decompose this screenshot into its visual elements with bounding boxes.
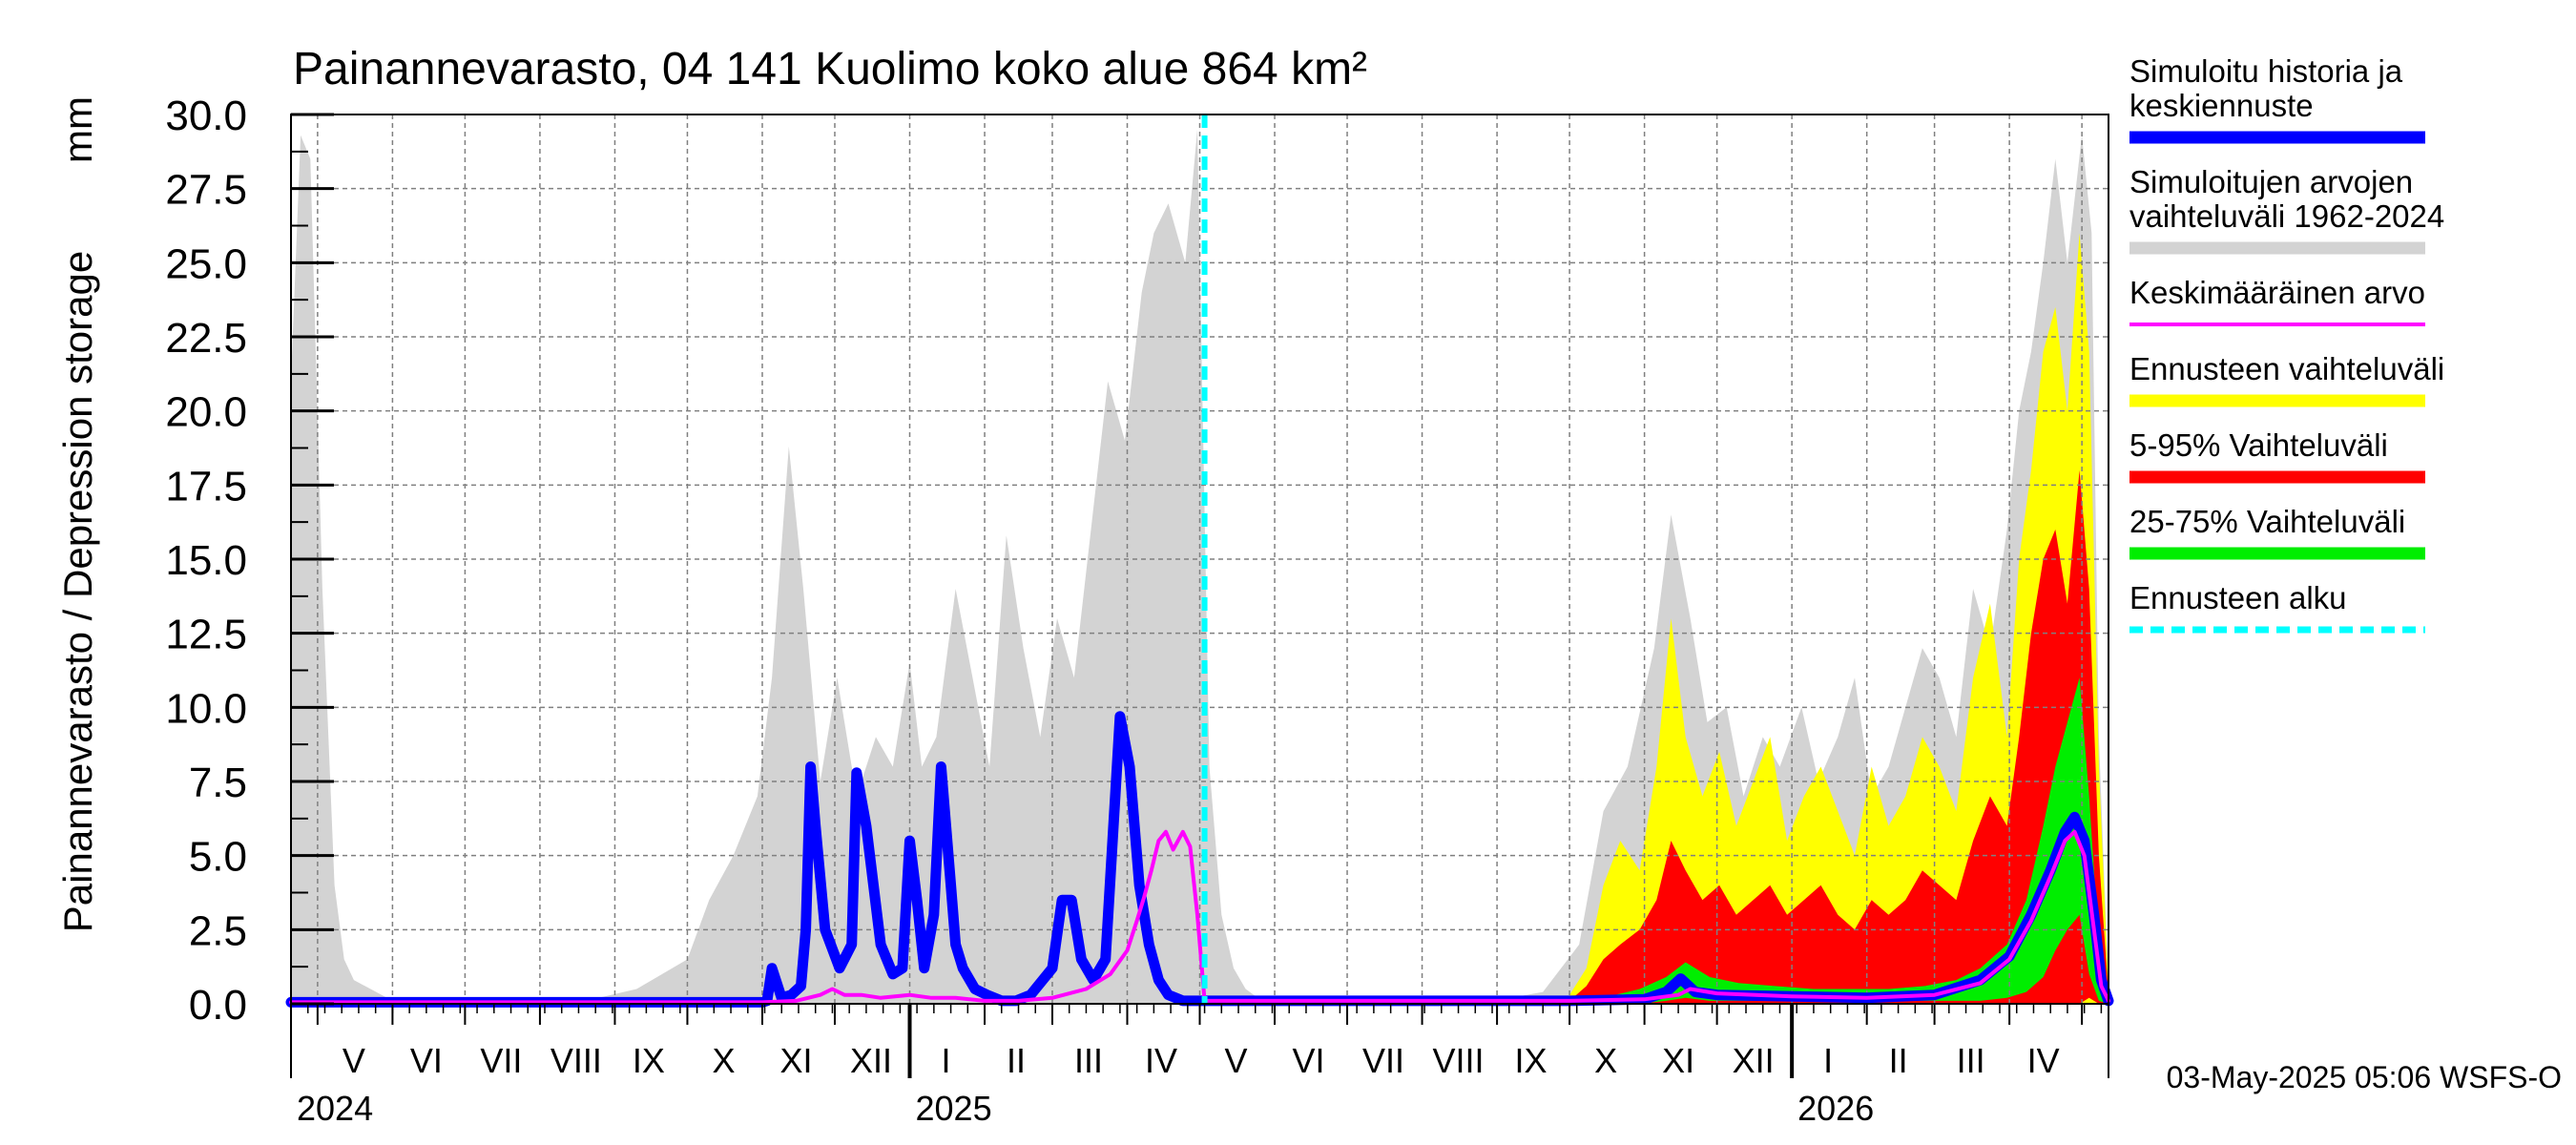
chart-title: Painannevarasto, 04 141 Kuolimo koko alu… [293,44,1367,94]
x-month-label: III [1074,1041,1103,1080]
legend-label: Simuloitujen arvojen [2129,164,2413,199]
x-month-label: VIII [1433,1041,1485,1080]
y-tick-label: 12.5 [165,612,247,658]
unit-label: mm [55,96,100,163]
y-tick-label: 2.5 [189,907,247,954]
y-tick-label: 5.0 [189,834,247,881]
axes: 0.0 2.5 5.0 7.5 10.0 12.5 15.0 17.5 20.0 22.5 25.0… [165,93,2109,1128]
x-month-label: III [1957,1041,1985,1080]
y-tick-label: 0.0 [189,982,247,1029]
legend-label: Simuloitu historia ja [2129,53,2403,89]
x-month-label: VI [410,1041,443,1080]
x-month-label: VII [480,1041,522,1080]
y-tick-label: 7.5 [189,760,247,806]
series-band-ff0000 [1569,469,2109,1004]
y-tick-label: 30.0 [165,93,247,139]
legend-label: 5-95% Vaihteluväli [2129,427,2388,463]
y-tick-label: 10.0 [165,685,247,732]
x-month-label: IV [2027,1041,2060,1080]
y-axis-label: Painannevarasto / Depression storage [55,251,100,932]
x-month-label: VII [1362,1041,1404,1080]
x-month-label: II [1889,1041,1908,1080]
legend-label: Ennusteen alku [2129,580,2347,615]
footer-timestamp: 03-May-2025 05:06 WSFS-O [2167,1060,2562,1094]
x-month-label: XII [1733,1041,1775,1080]
series-band-ffff00 [1569,233,2109,1005]
x-month-label: V [343,1041,365,1080]
x-month-label: XII [850,1041,892,1080]
y-tick-label: 25.0 [165,240,247,287]
y-tick-label: 15.0 [165,537,247,584]
legend-label: Ennusteen vaihteluväli [2129,351,2444,386]
x-month-label: I [942,1041,951,1080]
plot-area [285,114,2114,1008]
legend-label: keskiennuste [2129,88,2314,123]
legend-label: vaihteluväli 1962-2024 [2129,198,2444,234]
x-month-label: II [1007,1041,1026,1080]
y-tick-label: 27.5 [165,167,247,214]
y-tick-label: 20.0 [165,389,247,436]
x-month-label: V [1224,1041,1247,1080]
mean-value-line [289,829,2110,1005]
x-year-label: 2026 [1797,1089,1874,1128]
x-month-label: VIII [551,1041,602,1080]
x-month-label: IX [1515,1041,1548,1080]
legend-label: Keskimääräinen arvo [2129,275,2425,310]
x-month-label: XI [779,1041,812,1080]
x-month-label: X [1594,1041,1617,1080]
y-tick-label: 17.5 [165,463,247,510]
x-month-label: XI [1662,1041,1694,1080]
x-month-label: VI [1292,1041,1324,1080]
x-month-label: IV [1145,1041,1177,1080]
legend-label: 25-75% Vaihteluväli [2129,504,2405,539]
y-tick-label: 22.5 [165,315,247,362]
x-year-label: 2025 [916,1089,992,1128]
x-month-label: IX [633,1041,665,1080]
x-month-label: X [712,1041,735,1080]
x-year-label: 2024 [297,1089,373,1128]
x-month-label: I [1823,1041,1833,1080]
